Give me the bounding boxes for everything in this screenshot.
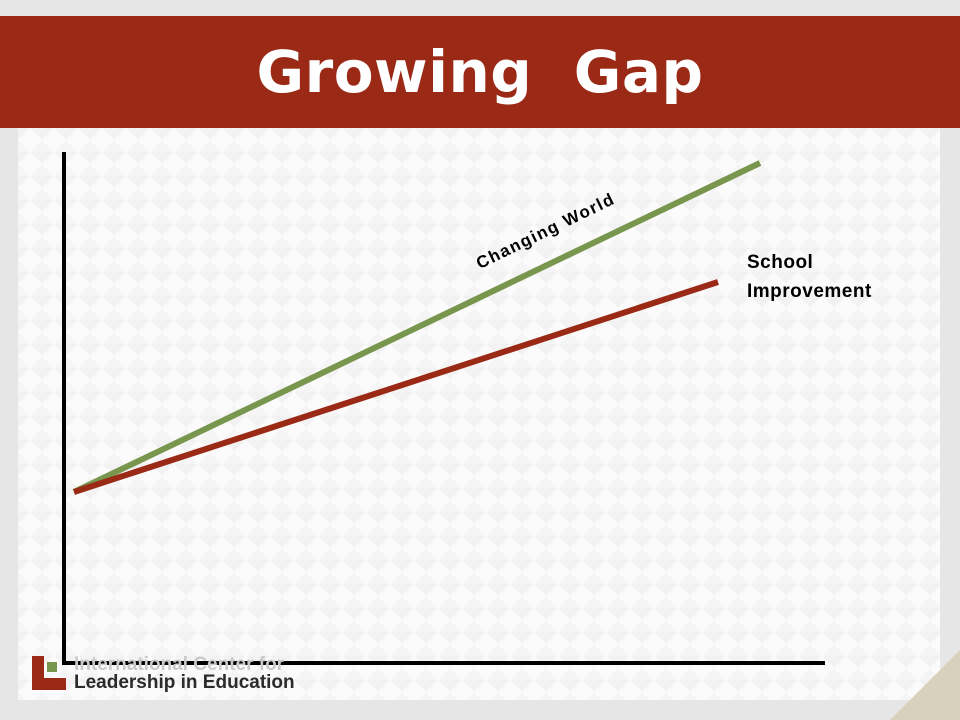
logo-text-line1: International Center for <box>74 654 285 675</box>
logo: International Center for Leadership in E… <box>32 654 322 694</box>
page-curl-decoration <box>890 650 960 720</box>
series-label-school-improvement: School Improvement <box>747 252 872 302</box>
series-line-school-improvement <box>73 279 719 495</box>
series-label-changing-world: Changing World <box>473 189 618 273</box>
series-layer: Changing World School Improvement <box>72 160 872 495</box>
series-line-changing-world <box>72 160 762 495</box>
title-bar: Growing Gap <box>0 16 960 128</box>
slide-title: Growing Gap <box>256 38 704 106</box>
logo-mark-icon <box>32 656 66 690</box>
slide-background <box>18 128 940 700</box>
logo-text-line2: Leadership in Education <box>74 672 295 693</box>
